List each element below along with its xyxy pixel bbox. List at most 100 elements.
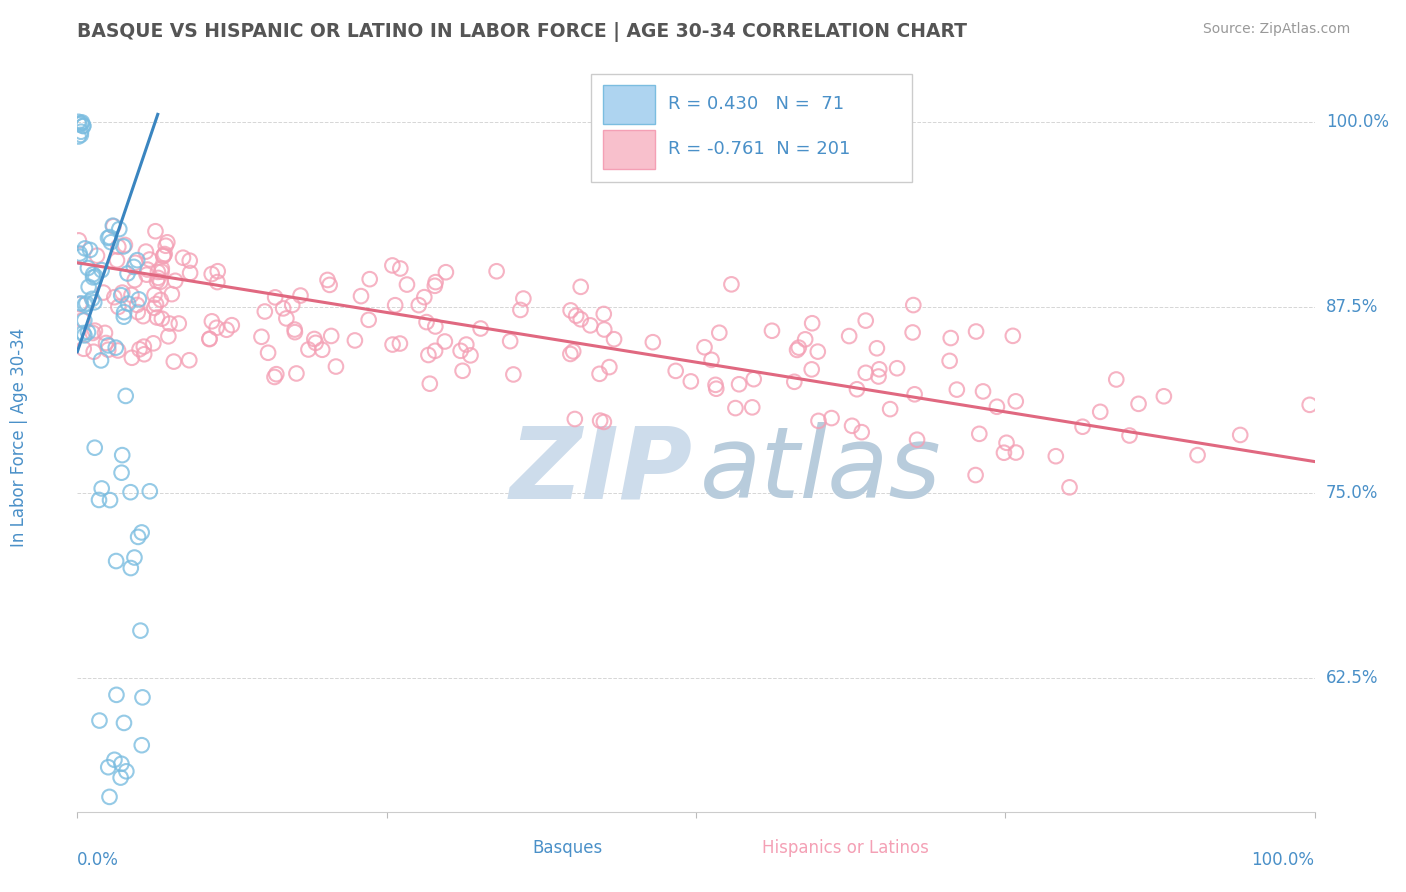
Point [84, 269, 107, 284]
Point [855, 366, 877, 380]
Point [105, 688, 128, 702]
Point [415, 315, 437, 329]
Point [70, 116, 93, 130]
Point [290, 288, 312, 302]
Point [641, 335, 664, 350]
Point [263, 370, 285, 384]
FancyBboxPatch shape [603, 85, 655, 124]
Point [560, 303, 582, 318]
Point [807, 344, 830, 359]
Point [1004, 394, 1026, 409]
Point [72, 313, 94, 327]
Point [509, 302, 531, 317]
Point [499, 334, 522, 348]
Point [70, 115, 93, 129]
Point [593, 322, 616, 336]
Point [343, 334, 366, 348]
Point [101, 219, 124, 233]
Point [886, 361, 908, 376]
Point [250, 330, 273, 344]
FancyBboxPatch shape [603, 130, 655, 169]
Point [97, 343, 120, 357]
Point [1001, 329, 1024, 343]
Point [938, 354, 960, 368]
Text: ZIP: ZIP [509, 422, 692, 519]
Point [131, 738, 153, 752]
Text: R = 0.430   N =  71: R = 0.430 N = 71 [668, 95, 844, 112]
Point [693, 340, 716, 354]
Text: BASQUE VS HISPANIC OR LATINO IN LABOR FORCE | AGE 30-34 CORRELATION CHART: BASQUE VS HISPANIC OR LATINO IN LABOR FO… [77, 22, 967, 42]
Point [67, 233, 90, 247]
Point [423, 343, 446, 358]
Point [284, 325, 307, 339]
Point [1128, 397, 1150, 411]
Point [114, 238, 136, 252]
Point [285, 367, 308, 381]
Point [114, 389, 136, 403]
Point [198, 332, 221, 346]
Point [139, 484, 162, 499]
Point [157, 329, 180, 343]
Point [112, 305, 135, 319]
Point [127, 298, 149, 312]
Text: R = -0.761  N = 201: R = -0.761 N = 201 [668, 140, 849, 158]
Point [451, 364, 474, 378]
Point [117, 267, 139, 281]
Point [423, 278, 446, 293]
Point [1071, 419, 1094, 434]
Point [131, 690, 153, 705]
Point [83, 344, 105, 359]
Point [316, 273, 339, 287]
Point [149, 293, 172, 307]
Point [165, 274, 187, 288]
Text: Source: ZipAtlas.com: Source: ZipAtlas.com [1202, 22, 1350, 37]
Text: atlas: atlas [700, 422, 941, 519]
Point [120, 485, 142, 500]
Point [156, 235, 179, 250]
Point [179, 353, 201, 368]
Text: 75.0%: 75.0% [1326, 483, 1378, 501]
Point [127, 530, 149, 544]
Point [845, 382, 868, 396]
Point [128, 293, 150, 307]
Point [215, 323, 238, 337]
Point [69, 128, 91, 142]
Point [903, 298, 925, 312]
Point [115, 764, 138, 779]
Point [112, 239, 135, 253]
Point [311, 343, 333, 357]
Point [89, 714, 111, 728]
Point [450, 343, 472, 358]
Point [807, 414, 830, 428]
Point [592, 307, 614, 321]
Point [207, 264, 229, 278]
Point [841, 418, 863, 433]
Point [201, 267, 224, 281]
Point [603, 332, 626, 346]
Point [94, 336, 117, 351]
Text: 100.0%: 100.0% [1251, 851, 1315, 869]
Point [418, 348, 440, 362]
Point [110, 288, 132, 302]
Point [127, 253, 149, 268]
Point [304, 335, 326, 350]
Point [264, 290, 287, 304]
Point [73, 313, 96, 327]
Point [207, 275, 229, 289]
Point [136, 262, 159, 277]
Point [159, 317, 181, 331]
Point [100, 235, 122, 250]
Point [820, 411, 842, 425]
Point [112, 310, 135, 324]
Point [741, 401, 763, 415]
Point [993, 446, 1015, 460]
Point [389, 261, 412, 276]
Point [98, 230, 121, 244]
Point [82, 268, 104, 282]
Point [150, 311, 173, 326]
Point [460, 348, 482, 362]
Point [72, 119, 94, 133]
Point [73, 328, 96, 343]
Point [221, 318, 243, 333]
Point [146, 265, 169, 279]
